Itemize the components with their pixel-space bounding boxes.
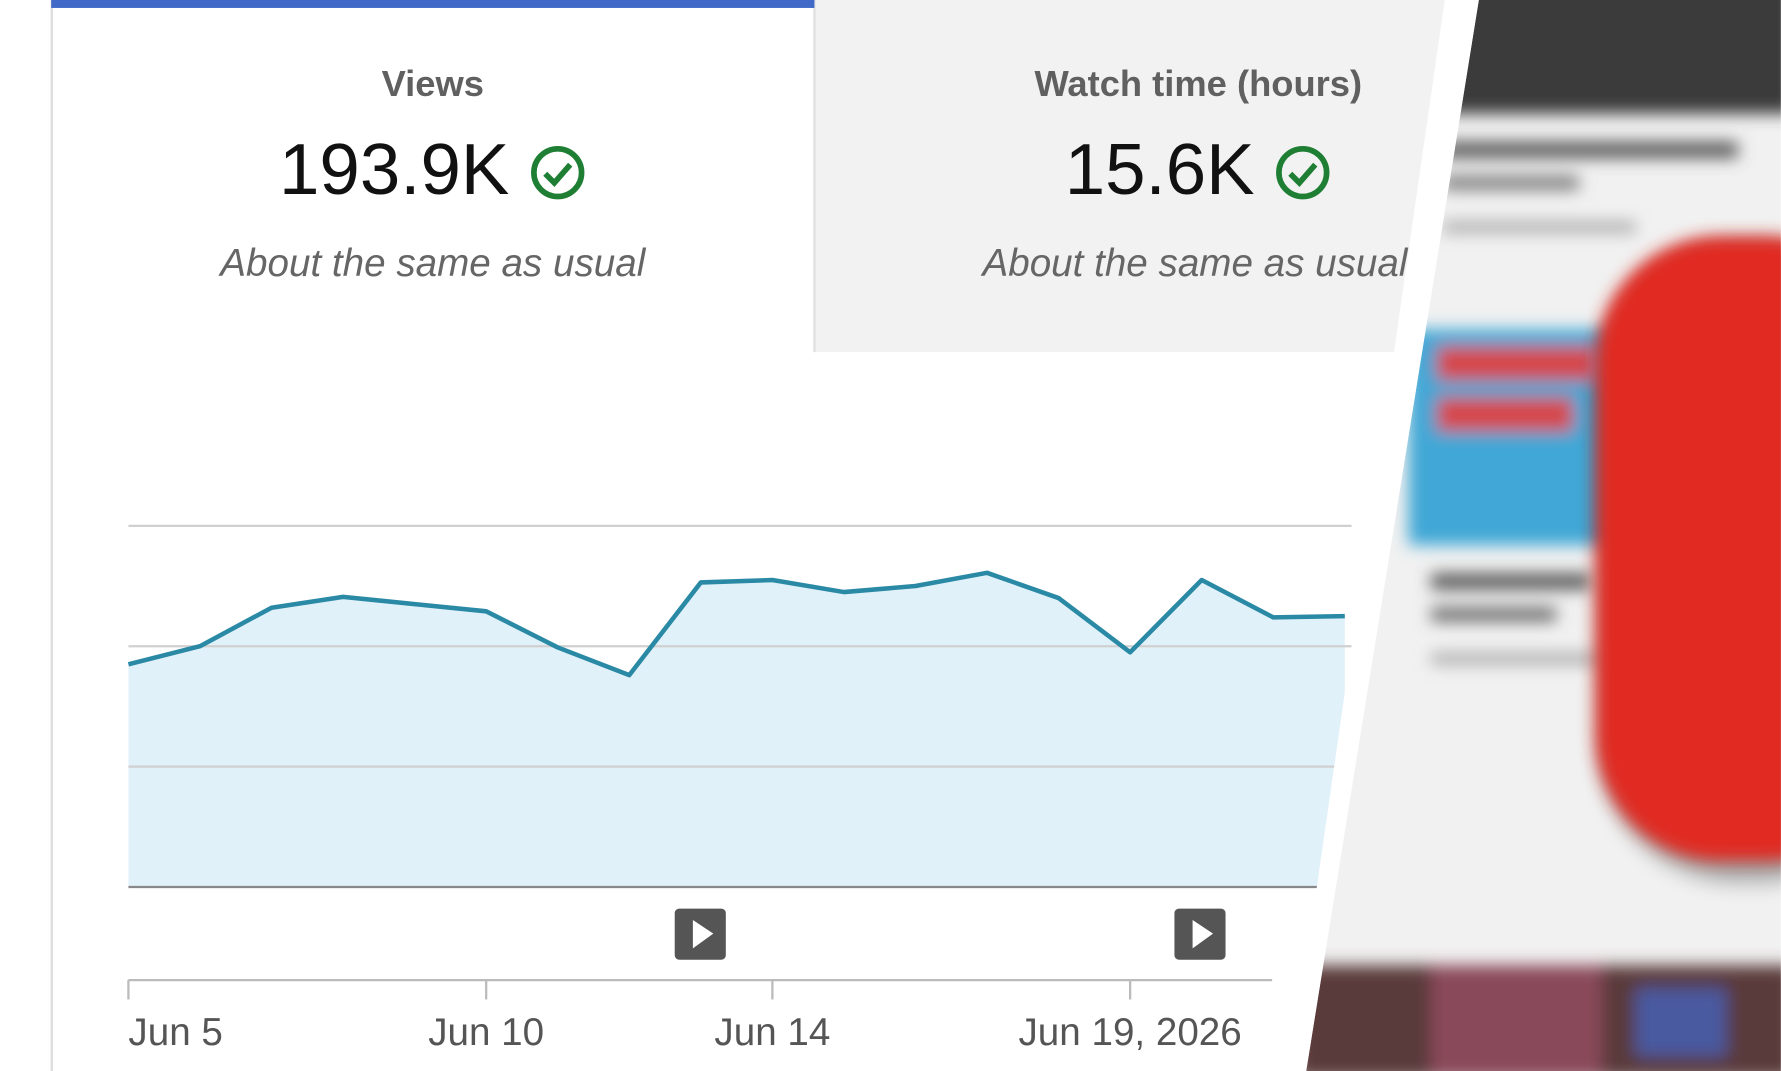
x-tick-label: Jun 14 <box>714 1011 830 1054</box>
chart: Jun 5 Jun 10 Jun 14 Jun 19, 2026 <box>127 524 1352 1054</box>
watch-time-tab[interactable] <box>814 0 1518 353</box>
metric-label: Watch time (hours) <box>1034 63 1362 104</box>
metric-note: About the same as usual <box>218 242 646 285</box>
divider <box>1290 0 1479 1071</box>
metric-value: 15.6K <box>1065 129 1255 210</box>
metric-label: Views <box>382 63 484 104</box>
analytics-card: Views 193.9K About the same as usual Wat… <box>50 0 1518 1071</box>
check-icon <box>1276 145 1330 200</box>
watch-time-content: Watch time (hours) 15.6K About the same … <box>980 63 1408 285</box>
x-tick-label: Jun 10 <box>428 1011 544 1054</box>
views-tab[interactable]: Views 193.9K About the same as usual <box>218 63 646 285</box>
video-marker[interactable] <box>1174 908 1226 960</box>
metric-value: 193.9K <box>279 129 509 210</box>
x-tick-label: Jun 19, 2026 <box>1018 1011 1241 1054</box>
background-video-panel <box>1306 0 1781 1071</box>
metric-note: About the same as usual <box>980 242 1408 285</box>
check-icon <box>531 145 585 200</box>
video-marker[interactable] <box>674 908 726 960</box>
line <box>127 570 1345 678</box>
area <box>128 572 1345 888</box>
views-tab-indicator <box>51 0 815 8</box>
x-tick-label: Jun 5 <box>128 1011 222 1054</box>
